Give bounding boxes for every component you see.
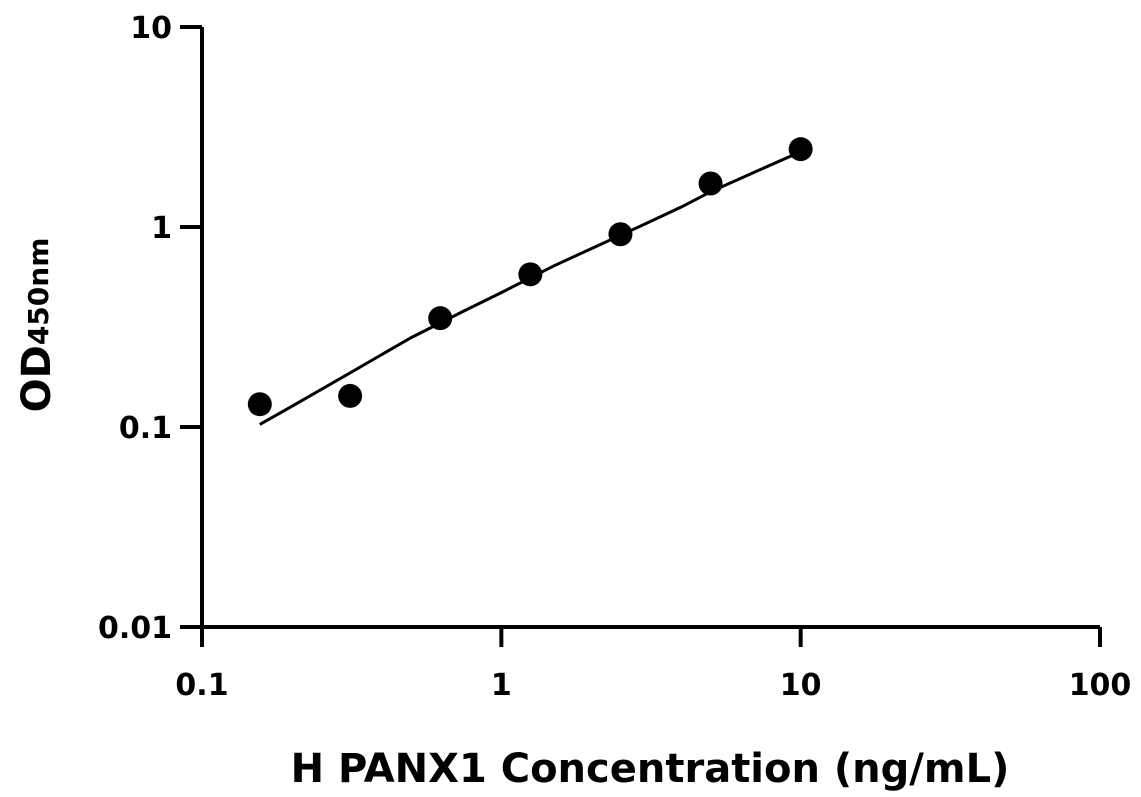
y-tick-label: 0.01 (98, 611, 172, 646)
y-axis-title-sub: 450nm (22, 238, 55, 346)
data-points (247, 137, 813, 417)
data-point (608, 222, 633, 247)
data-point (788, 137, 813, 162)
data-point (698, 171, 723, 196)
data-point (518, 262, 543, 287)
x-tick-label: 10 (780, 668, 822, 703)
y-ticks: 0.01 0.1 1 10 (98, 11, 202, 646)
data-point (338, 383, 363, 408)
y-axis-title: OD450nm (14, 238, 60, 413)
y-tick-label: 10 (130, 11, 172, 46)
fit-curve (259, 150, 802, 426)
y-tick-label: 0.1 (119, 411, 172, 446)
axes (200, 27, 1100, 629)
x-axis-title: H PANX1 Concentration (ng/mL) (291, 746, 1010, 792)
y-tick-label: 1 (151, 211, 172, 246)
data-point (428, 306, 453, 331)
x-tick-label: 0.1 (175, 668, 228, 703)
x-ticks: 0.1 1 10 100 (175, 627, 1131, 703)
y-axis-title-main: OD (14, 345, 60, 412)
x-tick-label: 1 (491, 668, 512, 703)
data-point (247, 392, 272, 417)
x-tick-label: 100 (1069, 668, 1132, 703)
